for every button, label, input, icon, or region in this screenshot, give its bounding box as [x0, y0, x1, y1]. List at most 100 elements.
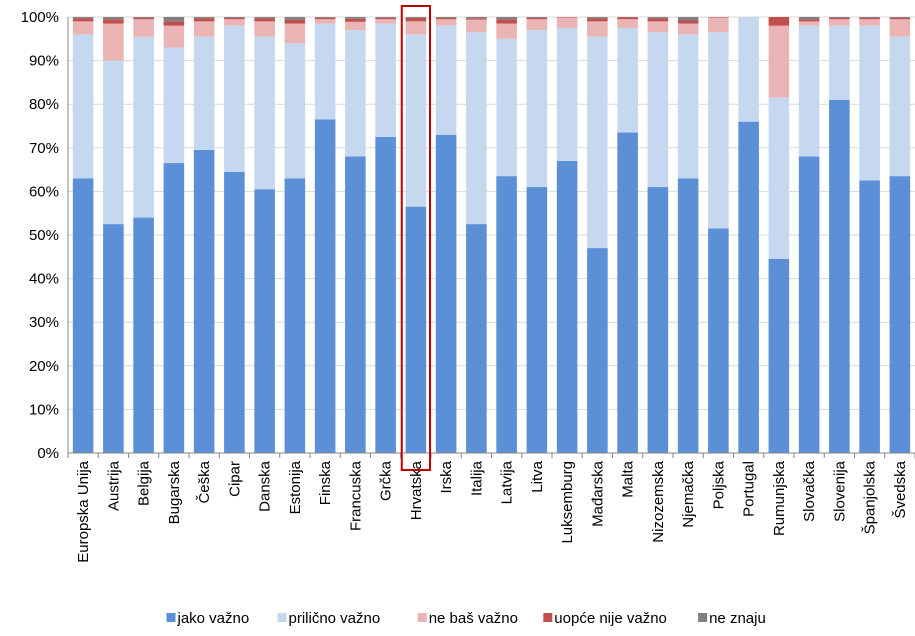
- bar-segment: [798, 156, 820, 453]
- y-tick-label: 10%: [29, 401, 59, 418]
- bar-segment: [72, 18, 94, 22]
- bar-segment: [375, 19, 396, 24]
- bar-segment: [284, 178, 306, 453]
- category-label: Rumunjska: [771, 460, 788, 536]
- bar-segment: [617, 132, 638, 454]
- bar-segment: [193, 21, 215, 37]
- bar-segment: [466, 224, 487, 453]
- bar-segment: [103, 224, 124, 453]
- bar-segment: [768, 97, 790, 259]
- bar-segment: [163, 25, 185, 48]
- bar-segment: [133, 217, 154, 453]
- bar-segment: [284, 43, 306, 179]
- legend-label: uopće nije važno: [554, 610, 667, 627]
- bar-segment: [829, 17, 850, 20]
- category-label: Češka: [196, 460, 213, 503]
- bar-segment: [889, 19, 911, 37]
- bar-segment: [103, 23, 124, 61]
- bar-segment: [677, 20, 699, 24]
- bar-segment: [103, 60, 124, 225]
- bar-segment: [193, 18, 215, 22]
- category-label: Luksemburg: [559, 461, 576, 544]
- bar-segment: [829, 99, 850, 453]
- category-label: Poljska: [710, 460, 727, 509]
- bar-segment: [405, 17, 427, 18]
- bar-segment: [72, 17, 94, 19]
- bar-segment: [314, 17, 336, 20]
- bar-segment: [466, 18, 487, 20]
- bar-segment: [405, 21, 427, 35]
- bar-segment: [768, 258, 790, 453]
- category-label: Španjolska: [862, 460, 879, 534]
- bar-segment: [829, 17, 850, 18]
- bar-segment: [284, 23, 306, 44]
- bar-segment: [193, 36, 215, 150]
- bar-segment: [224, 17, 245, 20]
- bar-segment: [587, 21, 608, 37]
- legend-label: ne baš važno: [429, 610, 518, 627]
- y-tick-label: 80%: [29, 96, 59, 113]
- bar-segment: [163, 17, 185, 22]
- category-labels: Europska Unija Austrija Belgija Bugarska Češ…: [75, 460, 909, 562]
- legend-swatch: [543, 613, 553, 622]
- bar-segment: [526, 17, 548, 18]
- category-label: Europska Unija: [75, 460, 92, 562]
- bar-segment: [314, 19, 336, 24]
- category-label: Malta: [620, 460, 637, 497]
- bar-segment: [72, 34, 94, 179]
- bar-segment: [254, 189, 275, 453]
- category-label: Cipar: [226, 461, 243, 497]
- legend-swatch: [277, 613, 287, 622]
- bar-segment: [163, 163, 185, 453]
- bar-segment: [798, 17, 820, 20]
- highlight-rect: [400, 5, 431, 471]
- category-label: Italija: [468, 460, 485, 496]
- bar-segment: [526, 30, 548, 188]
- category-label: Danska: [257, 460, 274, 512]
- bar-segment: [798, 19, 820, 22]
- y-tick-label: 30%: [29, 314, 59, 331]
- legend-swatch: [417, 613, 427, 622]
- y-tick-label: 70%: [29, 140, 59, 157]
- bar-segment: [889, 176, 911, 453]
- bar-segment: [284, 19, 306, 24]
- bar-segment: [103, 17, 124, 20]
- bar-segment: [647, 21, 669, 33]
- bar-segment: [435, 17, 457, 18]
- bar-segment: [496, 19, 517, 24]
- bar-segment: [496, 176, 517, 453]
- bar-segment: [224, 25, 245, 172]
- bar-segment: [859, 180, 880, 453]
- y-tick-label: 40%: [29, 271, 59, 288]
- bar-segment: [133, 19, 154, 37]
- bar-segment: [224, 17, 245, 18]
- bar-segment: [435, 25, 457, 135]
- category-label: Finska: [317, 460, 334, 505]
- bar-segment: [677, 178, 699, 453]
- bar-segment: [677, 17, 699, 21]
- bar-segment: [466, 19, 487, 33]
- bar-segment: [829, 19, 850, 26]
- bar-segment: [72, 178, 94, 453]
- bar-segment: [405, 34, 427, 207]
- highlight-box: [400, 5, 431, 471]
- y-tick-label: 0%: [37, 445, 59, 462]
- bar-segment: [738, 121, 759, 453]
- category-label: Litva: [529, 460, 546, 492]
- category-label: Irska: [438, 460, 455, 493]
- bar-segment: [163, 47, 185, 164]
- bar-segment: [133, 17, 154, 18]
- bar-segment: [72, 21, 94, 35]
- bar-segment: [435, 19, 457, 26]
- bar-segment: [254, 17, 275, 19]
- legend-label: ne znaju: [709, 610, 766, 627]
- category-label: Slovenija: [831, 460, 848, 522]
- legend-label: jako važno: [177, 610, 250, 627]
- bar-segment: [224, 171, 245, 453]
- bar-segment: [768, 25, 790, 98]
- y-tick-label: 90%: [29, 53, 59, 70]
- category-label: Mađarska: [589, 460, 606, 527]
- category-label: Švedska: [892, 460, 909, 518]
- bar-segment: [526, 187, 548, 454]
- y-tick-label: 20%: [29, 358, 59, 375]
